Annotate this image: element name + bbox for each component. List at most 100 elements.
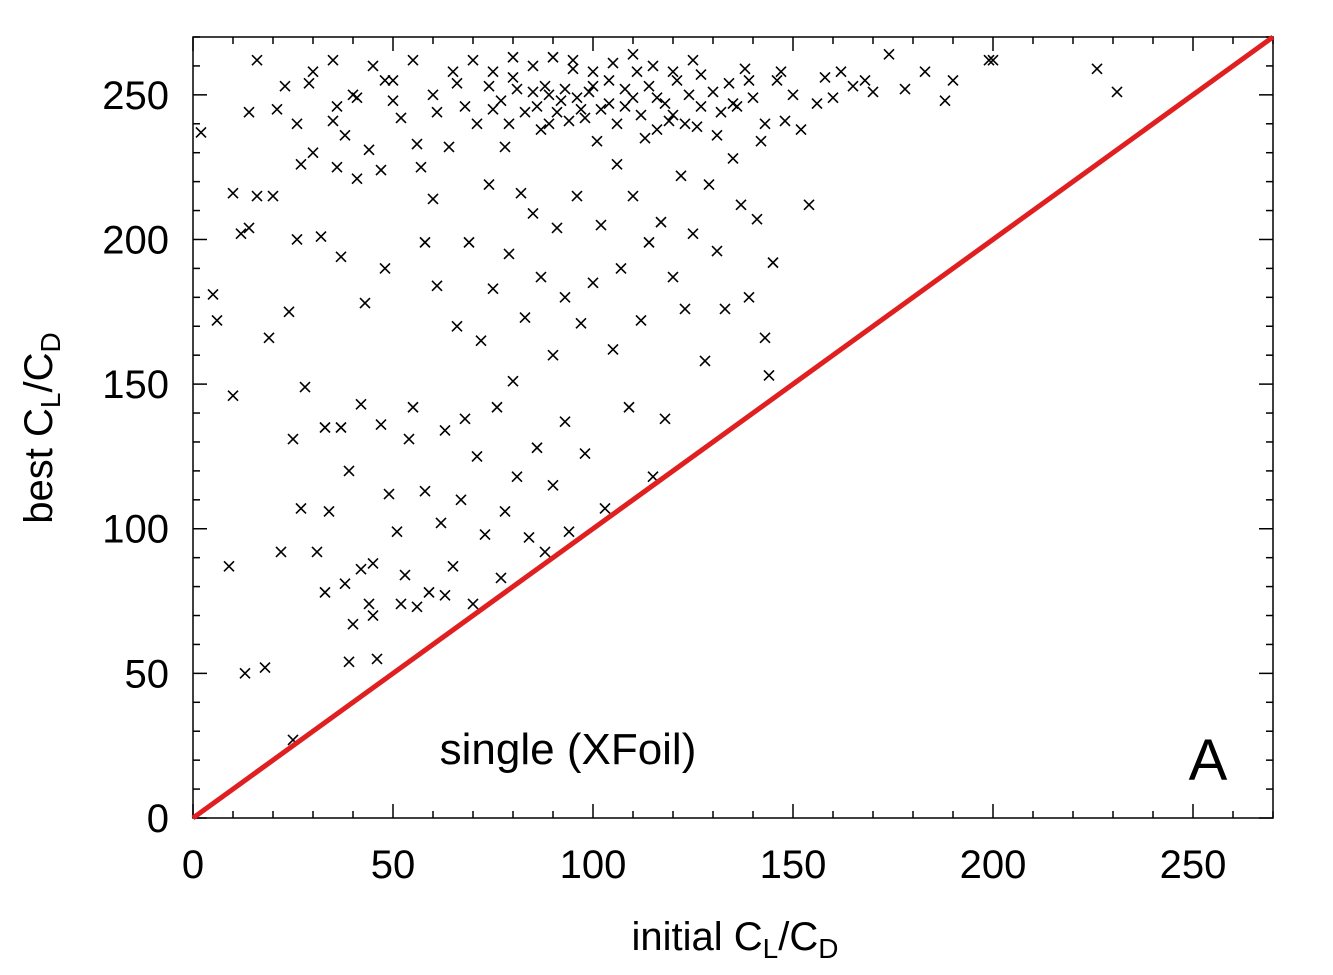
data-point-marker: [763, 369, 775, 381]
data-point-marker: [415, 161, 427, 173]
data-point-marker: [339, 578, 351, 590]
data-point-marker: [587, 277, 599, 289]
data-point-marker: [667, 109, 679, 121]
data-point-marker: [659, 97, 671, 110]
y-tick-label: 200: [102, 218, 169, 262]
data-point-marker: [483, 178, 495, 191]
data-point-marker: [795, 123, 807, 136]
data-point-marker: [759, 118, 771, 130]
data-point-marker: [687, 54, 699, 66]
data-point-marker: [419, 485, 431, 497]
data-point-marker: [723, 77, 735, 89]
data-point-marker: [835, 66, 847, 78]
data-point-marker: [567, 54, 579, 66]
data-point-marker: [899, 83, 911, 95]
x-tick-label: 0: [182, 843, 204, 887]
data-point-marker: [587, 66, 599, 78]
data-point-marker: [427, 89, 439, 101]
data-point-marker: [419, 236, 431, 248]
data-point-marker: [383, 488, 395, 500]
data-point-marker: [519, 312, 531, 324]
plot-frame: [192, 36, 1274, 819]
data-point-marker: [511, 471, 523, 483]
data-point-marker: [547, 479, 559, 491]
data-point-marker: [443, 141, 455, 153]
data-point-marker: [643, 236, 655, 248]
data-point-marker: [335, 421, 347, 434]
data-point-marker: [487, 103, 499, 115]
data-point-marker: [595, 219, 607, 231]
data-point-marker: [503, 118, 515, 130]
data-point-marker: [715, 106, 727, 118]
data-point-marker: [939, 95, 951, 107]
data-point-marker: [507, 51, 519, 63]
data-point-marker: [495, 95, 507, 107]
data-point-marker: [683, 89, 695, 101]
data-point-marker: [483, 80, 495, 92]
data-point-marker: [427, 193, 439, 205]
data-point-marker: [747, 92, 759, 104]
data-point-marker: [507, 71, 519, 84]
data-point-marker: [307, 66, 319, 78]
axis-ticks: [192, 36, 1274, 819]
data-point-marker: [351, 173, 363, 185]
data-point-marker: [319, 421, 331, 434]
data-point-marker: [207, 288, 219, 301]
y-axis-label-main: best C: [17, 408, 61, 524]
data-point-marker: [239, 667, 251, 679]
x-tick-label: 100: [560, 843, 627, 887]
data-point-marker: [703, 178, 715, 191]
data-point-marker: [627, 190, 639, 202]
data-point-marker: [467, 54, 479, 66]
data-point-marker: [307, 147, 319, 159]
data-point-marker: [611, 118, 623, 130]
data-point-marker: [695, 69, 707, 81]
data-point-marker: [315, 231, 327, 243]
data-point-marker: [775, 66, 787, 78]
data-point-marker: [539, 546, 551, 558]
data-point-marker: [375, 419, 387, 431]
y-axis-label-mid: /C: [17, 353, 61, 393]
data-point-marker: [451, 77, 463, 89]
y-tick-label: 100: [102, 508, 169, 552]
data-point-marker: [499, 141, 511, 153]
data-point-marker: [591, 135, 603, 147]
data-point-marker: [647, 60, 659, 72]
data-point-marker: [395, 598, 407, 610]
data-point-marker: [251, 190, 263, 202]
data-point-marker: [279, 80, 291, 92]
data-point-marker: [411, 138, 423, 150]
data-point-marker: [727, 97, 739, 110]
data-point-marker: [359, 297, 371, 309]
data-point-marker: [603, 97, 615, 110]
data-point-marker: [463, 236, 475, 248]
data-point-marker: [1091, 63, 1103, 75]
reference-line: [191, 34, 1275, 821]
data-point-marker: [919, 66, 931, 78]
data-point-marker: [751, 213, 763, 225]
data-point-marker: [691, 121, 703, 133]
data-point-marker: [447, 560, 459, 572]
data-point-marker: [559, 291, 571, 303]
data-point-marker: [687, 228, 699, 240]
data-point-marker: [583, 86, 595, 98]
data-point-marker: [455, 494, 467, 506]
data-point-marker: [603, 74, 615, 86]
data-point-marker: [343, 656, 355, 668]
data-point-marker: [743, 291, 755, 303]
y-axis-label-sub1: L: [35, 393, 66, 409]
data-point-marker: [547, 51, 559, 63]
data-point-marker: [411, 601, 423, 613]
data-point-marker: [679, 118, 691, 130]
data-point-marker: [495, 572, 507, 584]
data-point-marker: [827, 92, 839, 104]
data-point-marker: [291, 118, 303, 130]
annotation-label: single (XFoil): [440, 725, 697, 774]
data-point-marker: [587, 80, 599, 92]
data-point-marker: [719, 303, 731, 315]
data-point-marker: [563, 526, 575, 538]
data-point-marker: [847, 80, 859, 92]
data-point-marker: [543, 89, 555, 101]
data-point-marker: [451, 320, 463, 332]
data-point-marker: [303, 77, 315, 89]
